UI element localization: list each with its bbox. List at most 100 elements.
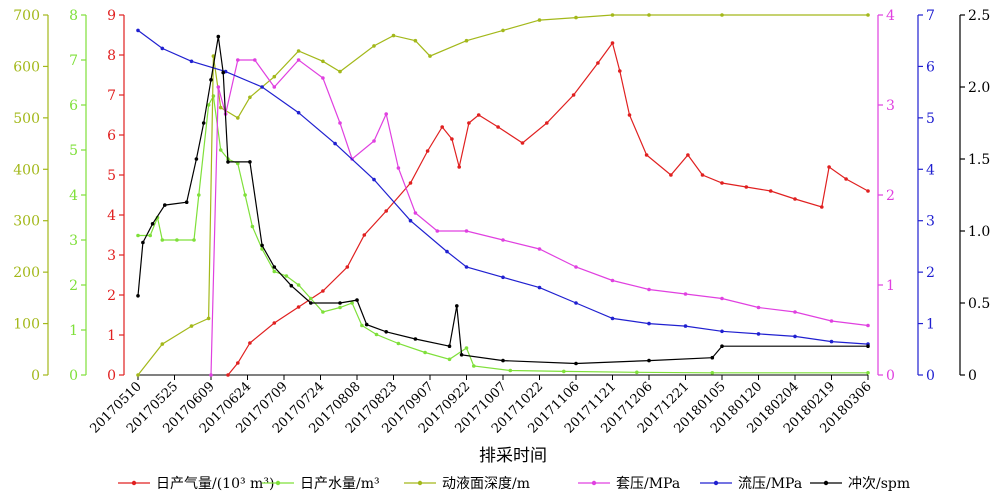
data-point: [435, 229, 440, 233]
data-point: [218, 105, 223, 110]
data-point: [206, 103, 211, 107]
data-point: [413, 38, 418, 43]
data-point: [445, 249, 449, 254]
data-point: [866, 189, 870, 193]
data-point: [464, 346, 469, 350]
data-point: [201, 121, 206, 125]
data-point: [571, 93, 576, 97]
y-tick-label-gas: 2: [107, 288, 116, 304]
data-point: [829, 339, 834, 344]
data-point: [360, 323, 364, 328]
data-point: [364, 322, 369, 327]
y-tick-label-spm: 0: [968, 368, 977, 384]
data-point: [827, 165, 831, 169]
data-point: [136, 373, 140, 377]
data-point: [296, 110, 301, 115]
data-point: [610, 278, 615, 283]
data-point: [501, 238, 505, 242]
data-point: [160, 238, 165, 242]
legend-label: 日产水量/m³: [300, 476, 380, 492]
data-point: [218, 148, 223, 152]
data-point: [189, 59, 194, 64]
data-point: [272, 269, 277, 274]
data-point: [374, 332, 379, 337]
data-point: [260, 243, 264, 248]
data-point: [537, 285, 542, 290]
y-tick-label-flow: 4: [926, 162, 935, 178]
data-point: [150, 222, 155, 226]
y-tick-label-water_depth: 300: [13, 214, 40, 230]
data-point: [647, 321, 651, 326]
data-point: [391, 33, 396, 38]
data-point: [844, 177, 848, 181]
data-point: [866, 371, 870, 375]
data-point: [793, 197, 797, 201]
series-line-water_depth: [137, 14, 868, 376]
data-point: [710, 355, 715, 360]
data-point: [574, 361, 578, 366]
y-tick-label-water: 0: [69, 368, 78, 384]
data-point: [189, 324, 194, 328]
legend-marker: [131, 480, 137, 486]
data-point: [226, 160, 230, 164]
data-point: [428, 54, 432, 58]
data-point: [700, 173, 705, 177]
legend-item-water_depth: 动液面深度/m: [404, 476, 530, 492]
data-point: [496, 125, 500, 129]
y-tick-label-flow: 6: [926, 59, 935, 75]
y-tick-label-spm: 2.5: [968, 8, 990, 24]
data-point: [175, 238, 179, 242]
data-point: [272, 265, 277, 269]
legend-item-flow: 流压/MPa: [700, 476, 802, 492]
data-point: [413, 211, 418, 215]
data-point: [192, 238, 196, 242]
data-point: [260, 85, 264, 89]
data-point: [148, 233, 152, 238]
data-point: [321, 310, 325, 314]
legend-item-water: 日产水量/m³: [262, 476, 380, 492]
data-point: [467, 121, 471, 125]
data-point: [141, 240, 145, 245]
data-point: [520, 141, 525, 145]
data-point: [464, 229, 469, 233]
data-point: [384, 112, 389, 116]
data-point: [423, 350, 427, 355]
y-tick-label-flow: 3: [926, 214, 935, 230]
y-tick-label-spm: 2.0: [968, 80, 990, 96]
data-point: [720, 181, 724, 185]
y-tick-label-casing: 2: [886, 188, 895, 204]
data-point: [338, 301, 342, 305]
data-point: [413, 337, 418, 341]
data-point: [384, 209, 389, 213]
data-point: [669, 173, 673, 177]
data-point: [501, 28, 505, 33]
data-point: [333, 141, 337, 146]
y-tick-label-casing: 4: [886, 8, 895, 24]
data-point: [216, 34, 221, 39]
series-line-spm: [137, 36, 868, 365]
data-point: [476, 113, 481, 117]
data-point: [236, 361, 240, 365]
data-point: [610, 316, 615, 321]
data-point: [866, 323, 870, 328]
data-point: [321, 76, 325, 80]
data-point: [829, 319, 834, 323]
data-point: [243, 193, 247, 197]
data-point: [284, 274, 289, 278]
series-line-water: [138, 94, 868, 374]
series-line-casing: [210, 59, 869, 376]
data-point: [618, 69, 622, 73]
data-point: [338, 69, 342, 74]
y-tick-label-water_depth: 500: [13, 111, 40, 127]
y-tick-label-flow: 2: [926, 265, 935, 281]
legend-marker: [823, 480, 829, 486]
data-point: [350, 301, 354, 305]
data-point: [272, 85, 277, 89]
data-point: [309, 296, 313, 301]
legend-item-casing: 套压/MPa: [578, 476, 680, 492]
data-point: [250, 224, 255, 229]
data-point: [508, 368, 513, 373]
data-point: [221, 70, 225, 75]
data-point: [396, 166, 401, 170]
y-tick-label-flow: 1: [926, 317, 935, 333]
